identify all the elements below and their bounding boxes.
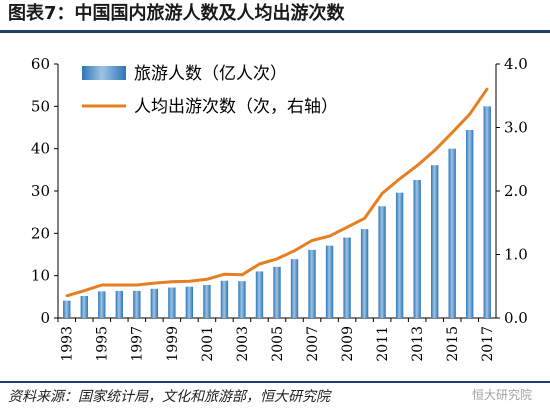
bar (448, 148, 456, 318)
bar (360, 229, 369, 318)
bar (431, 165, 439, 318)
bar (115, 290, 123, 318)
line-point (310, 239, 314, 242)
bar (395, 192, 404, 318)
bar (466, 130, 474, 318)
x-tick-label: 1997 (130, 326, 146, 362)
page-title: 图表7：中国国内旅游人数及人均出游次数 (8, 3, 345, 24)
bar (273, 266, 281, 318)
bar (325, 245, 334, 318)
bar-series (63, 106, 491, 318)
x-tick-label: 2005 (270, 326, 286, 362)
line-point (100, 283, 104, 287)
tourism-chart: 0 10 20 30 40 50 60 0.0 1.0 2.0 3.0 4.0 1993 1995 1997… (31, 55, 528, 362)
right-tick-label: 3.0 (504, 119, 528, 137)
line-path (66, 87, 489, 298)
line-point (328, 234, 331, 238)
x-tick-label: 1995 (95, 326, 111, 362)
line-point (293, 249, 296, 252)
watermark: 恒大研究院 (471, 388, 532, 402)
line-point (223, 272, 226, 276)
x-tick-label: 2015 (445, 326, 461, 362)
chart-legend: 旅游人数（亿人次） 人均出游次数（次，右轴） (82, 64, 338, 117)
line-point (65, 294, 68, 297)
bar (98, 291, 106, 318)
x-tick-label: 2009 (340, 326, 356, 362)
bar (290, 259, 299, 318)
x-tick-label: 2001 (200, 326, 216, 362)
left-tick-label: 0 (40, 309, 50, 327)
bar (255, 271, 264, 318)
line-point (135, 283, 139, 287)
line-point (398, 177, 401, 181)
line-point (415, 164, 419, 167)
line-point (451, 131, 454, 134)
legend-label-bars: 旅游人数（亿人次） (134, 64, 287, 84)
right-tick-label: 1.0 (504, 246, 528, 264)
bar (238, 281, 246, 318)
line-point (118, 283, 121, 287)
bar (378, 206, 386, 318)
line-point (380, 192, 384, 195)
x-tick-label: 2007 (305, 326, 321, 362)
line-point (153, 281, 156, 285)
line-point (486, 87, 489, 90)
bar (308, 249, 316, 318)
line-point (345, 225, 349, 229)
bar (63, 300, 71, 318)
line-point (83, 289, 86, 292)
x-tick-label: 2013 (410, 326, 426, 362)
source-note: 资料来源：国家统计局，文化和旅游部，恒大研究院 (8, 389, 330, 405)
left-tick-label: 60 (31, 55, 50, 73)
line-point (240, 273, 244, 277)
footer-divider (0, 381, 550, 383)
x-tick-label: 2011 (375, 326, 391, 362)
bar (133, 290, 141, 318)
x-tick-label: 2017 (480, 326, 496, 362)
x-tick-label: 1993 (60, 326, 76, 362)
right-tick-label: 0.0 (504, 309, 528, 327)
right-tick-label: 2.0 (504, 182, 528, 200)
line-point (363, 217, 366, 220)
legend-label-line: 人均出游次数（次，右轴） (134, 97, 338, 117)
bar (483, 106, 491, 318)
axes-group: 0 10 20 30 40 50 60 0.0 1.0 2.0 3.0 4.0 1993 1995 1997… (31, 55, 528, 362)
left-tick-label: 40 (31, 140, 50, 158)
bar (413, 179, 421, 318)
line-point (275, 257, 279, 261)
bar (203, 284, 211, 318)
line-series (65, 87, 489, 298)
bar (150, 288, 159, 318)
bar (80, 295, 88, 318)
left-tick-label: 30 (31, 182, 50, 200)
left-tick-label: 20 (31, 224, 50, 242)
line-point (188, 279, 191, 283)
line-point (170, 280, 174, 284)
left-tick-label: 10 (31, 267, 50, 285)
line-point (205, 278, 209, 281)
legend-swatch-bars (82, 66, 126, 80)
right-tick-label: 4.0 (504, 55, 528, 73)
bar (168, 287, 176, 318)
bar (343, 237, 351, 318)
title-divider (0, 30, 550, 33)
left-tick-label: 50 (31, 97, 50, 115)
bar (185, 286, 194, 318)
x-tick-label: 2003 (235, 326, 251, 362)
line-point (433, 149, 436, 152)
line-point (468, 112, 471, 116)
line-point (258, 262, 261, 266)
x-tick-label: 1999 (165, 326, 181, 362)
bar (220, 280, 229, 318)
